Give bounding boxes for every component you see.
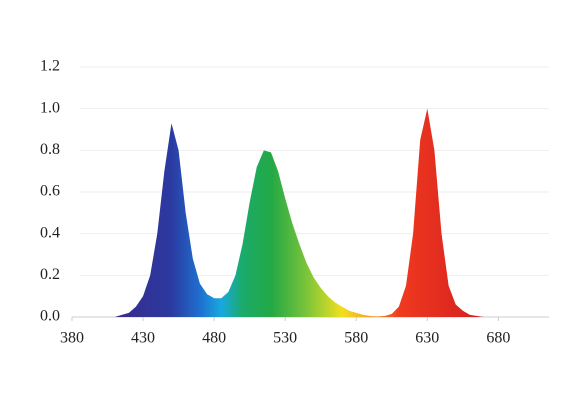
x-tick-label: 530 [273,330,297,347]
y-tick-label: 0.8 [40,141,60,158]
x-tick-label: 480 [202,330,226,347]
x-tick-label: 430 [131,330,155,347]
y-tick-label: 1.2 [40,58,60,75]
x-tick-label: 680 [486,330,510,347]
spectrum-area [114,108,485,318]
x-tick-label: 580 [344,330,368,347]
x-tick-label: 630 [415,330,439,347]
y-tick-label: 0.2 [40,266,60,283]
y-tick-label: 0.4 [40,224,60,241]
x-tick-label: 380 [60,330,84,347]
y-tick-label: 0.0 [40,308,60,325]
y-tick-label: 0.6 [40,183,60,200]
y-tick-label: 1.0 [40,99,60,116]
